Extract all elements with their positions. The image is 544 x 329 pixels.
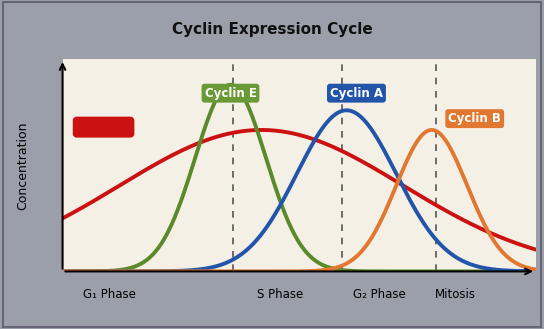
Text: S Phase: S Phase xyxy=(257,288,304,301)
Text: Concentration: Concentration xyxy=(16,121,29,210)
Text: Cyclin B: Cyclin B xyxy=(448,112,501,125)
Text: Cyclin Expression Cycle: Cyclin Expression Cycle xyxy=(171,22,373,37)
Text: Cyclin E: Cyclin E xyxy=(205,87,256,100)
Text: Cyclin A: Cyclin A xyxy=(330,87,383,100)
Text: Mitosis: Mitosis xyxy=(435,288,476,301)
Text: G₁ Phase: G₁ Phase xyxy=(83,288,137,301)
Text: G₂ Phase: G₂ Phase xyxy=(353,288,406,301)
Text: Cyclin D: Cyclin D xyxy=(77,121,131,134)
